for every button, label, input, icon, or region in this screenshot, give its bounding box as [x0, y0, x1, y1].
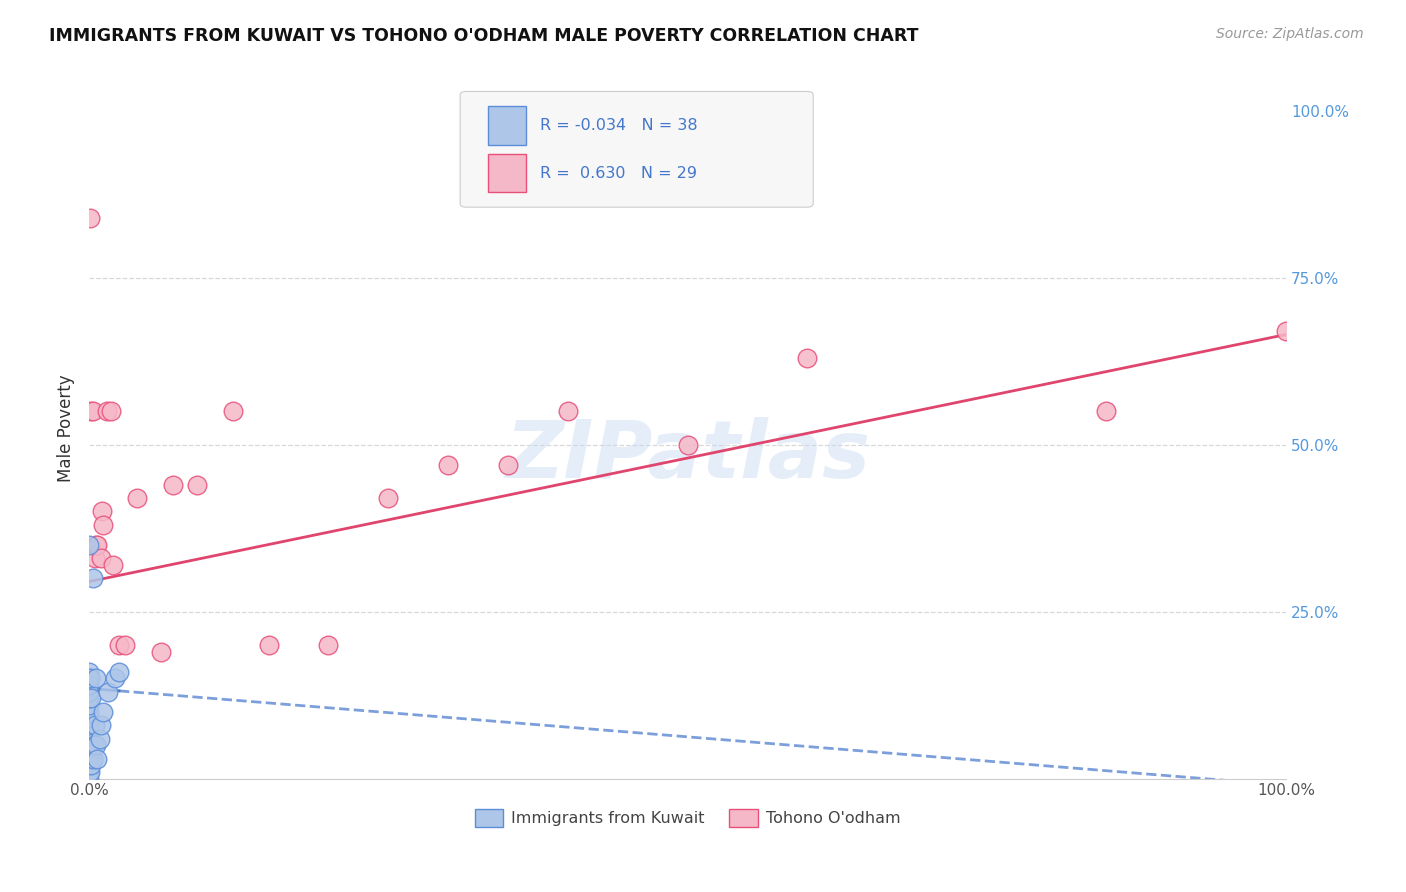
- Text: R = -0.034   N = 38: R = -0.034 N = 38: [540, 118, 697, 133]
- Point: [77, 685, 100, 699]
- Y-axis label: Male Poverty: Male Poverty: [58, 374, 75, 482]
- Point: [84, 738, 107, 752]
- Text: Source: ZipAtlas.com: Source: ZipAtlas.com: [1216, 27, 1364, 41]
- Point: [437, 458, 460, 472]
- Point: [222, 404, 245, 418]
- Point: [82, 571, 104, 585]
- Point: [77, 758, 100, 772]
- Point: [91, 504, 114, 518]
- Point: [80, 404, 103, 418]
- Point: [77, 751, 100, 765]
- Point: [77, 691, 100, 706]
- Point: [104, 672, 127, 686]
- Point: [77, 711, 100, 725]
- Point: [186, 477, 208, 491]
- Point: [1095, 404, 1118, 418]
- FancyBboxPatch shape: [488, 154, 526, 193]
- Point: [97, 685, 120, 699]
- Point: [796, 351, 818, 365]
- Point: [80, 691, 103, 706]
- Text: R =  0.630   N = 29: R = 0.630 N = 29: [540, 166, 697, 181]
- Point: [77, 745, 100, 759]
- Text: IMMIGRANTS FROM KUWAIT VS TOHONO O'ODHAM MALE POVERTY CORRELATION CHART: IMMIGRANTS FROM KUWAIT VS TOHONO O'ODHAM…: [49, 27, 918, 45]
- Point: [86, 538, 108, 552]
- Point: [77, 731, 100, 746]
- Point: [79, 764, 101, 779]
- Point: [84, 718, 107, 732]
- Point: [84, 551, 107, 566]
- Point: [318, 638, 340, 652]
- Point: [79, 672, 101, 686]
- Point: [77, 772, 100, 786]
- Point: [676, 438, 699, 452]
- Point: [82, 404, 104, 418]
- Point: [77, 724, 100, 739]
- Point: [496, 458, 519, 472]
- Point: [96, 404, 118, 418]
- Point: [100, 404, 122, 418]
- FancyBboxPatch shape: [488, 106, 526, 145]
- Point: [125, 491, 148, 505]
- Point: [77, 738, 100, 752]
- Point: [90, 551, 112, 566]
- Point: [84, 672, 107, 686]
- Point: [93, 517, 115, 532]
- Point: [77, 665, 100, 679]
- Point: [377, 491, 399, 505]
- Point: [77, 698, 100, 712]
- Point: [80, 758, 103, 772]
- Text: ZIPatlas: ZIPatlas: [505, 417, 870, 495]
- Point: [79, 751, 101, 765]
- Point: [1275, 324, 1298, 338]
- Point: [84, 538, 107, 552]
- Point: [93, 705, 115, 719]
- Point: [89, 731, 111, 746]
- Point: [108, 665, 131, 679]
- Point: [77, 705, 100, 719]
- Point: [77, 718, 100, 732]
- Point: [108, 638, 131, 652]
- Point: [77, 751, 100, 765]
- Point: [86, 751, 108, 765]
- Point: [77, 672, 100, 686]
- Point: [82, 751, 104, 765]
- Point: [77, 538, 100, 552]
- Point: [101, 558, 124, 572]
- Point: [149, 645, 172, 659]
- Legend: Immigrants from Kuwait, Tohono O'odham: Immigrants from Kuwait, Tohono O'odham: [468, 803, 907, 834]
- FancyBboxPatch shape: [460, 92, 813, 207]
- Point: [77, 758, 100, 772]
- Point: [257, 638, 280, 652]
- Point: [557, 404, 579, 418]
- Point: [77, 678, 100, 692]
- Point: [79, 211, 101, 225]
- Point: [162, 477, 184, 491]
- Point: [90, 718, 112, 732]
- Point: [77, 764, 100, 779]
- Point: [114, 638, 136, 652]
- Point: [83, 738, 105, 752]
